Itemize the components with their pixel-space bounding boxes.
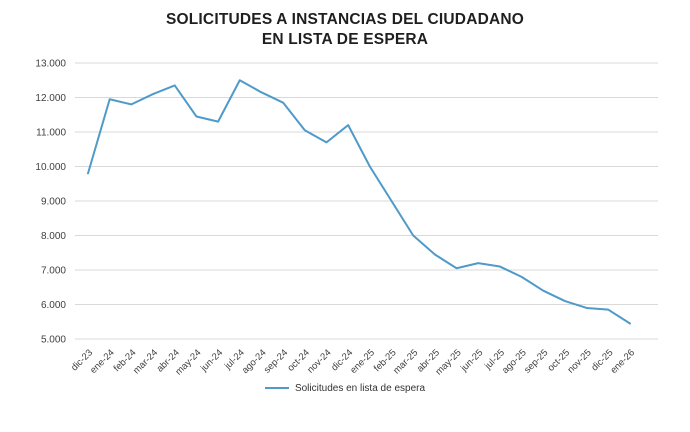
x-tick-label: sep-25 — [522, 347, 550, 375]
x-tick-label: ago-24 — [240, 347, 269, 376]
x-tick-label: ene-25 — [348, 347, 377, 376]
x-tick-label: sep-24 — [262, 347, 290, 375]
chart-legend: Solicitudes en lista de espera — [0, 383, 690, 394]
y-tick-label: 12.000 — [35, 93, 66, 104]
x-tick-label: mar-24 — [131, 347, 160, 376]
chart-page: SOLICITUDES A INSTANCIAS DEL CIUDADANO E… — [0, 10, 690, 432]
chart-title: SOLICITUDES A INSTANCIAS DEL CIUDADANO E… — [0, 10, 690, 51]
x-tick-label: nov-24 — [305, 347, 333, 375]
chart-title-line-1: SOLICITUDES A INSTANCIAS DEL CIUDADANO — [165, 11, 525, 28]
series-line-solicitudes — [87, 79, 631, 325]
y-tick-label: 6.000 — [41, 300, 66, 311]
y-tick-label: 5.000 — [41, 334, 66, 345]
chart-title-line-2: EN LISTA DE ESPERA — [261, 31, 429, 49]
y-tick-label: 8.000 — [41, 231, 66, 242]
y-tick-label: 9.000 — [41, 196, 66, 207]
y-tick-label: 13.000 — [35, 58, 66, 69]
x-tick-label: nov-25 — [565, 347, 593, 375]
x-tick-label: mar-25 — [391, 347, 420, 376]
y-tick-label: 7.000 — [41, 265, 66, 276]
y-tick-label: 10.000 — [35, 162, 66, 173]
x-tick-label: ene-26 — [608, 347, 637, 376]
legend-label: Solicitudes en lista de espera — [294, 382, 426, 394]
line-chart: 5.000 6.000 7.000 8.000 9.000 10.000 11.000 12.… — [35, 58, 658, 377]
x-tick-label: ago-25 — [500, 347, 529, 376]
x-tick-label: jun-25 — [458, 347, 485, 374]
x-tick-label: ene-24 — [88, 347, 117, 376]
legend-line-swatch — [264, 387, 289, 390]
x-tick-label: jun-24 — [198, 347, 225, 374]
y-tick-label: 11.000 — [36, 127, 66, 138]
